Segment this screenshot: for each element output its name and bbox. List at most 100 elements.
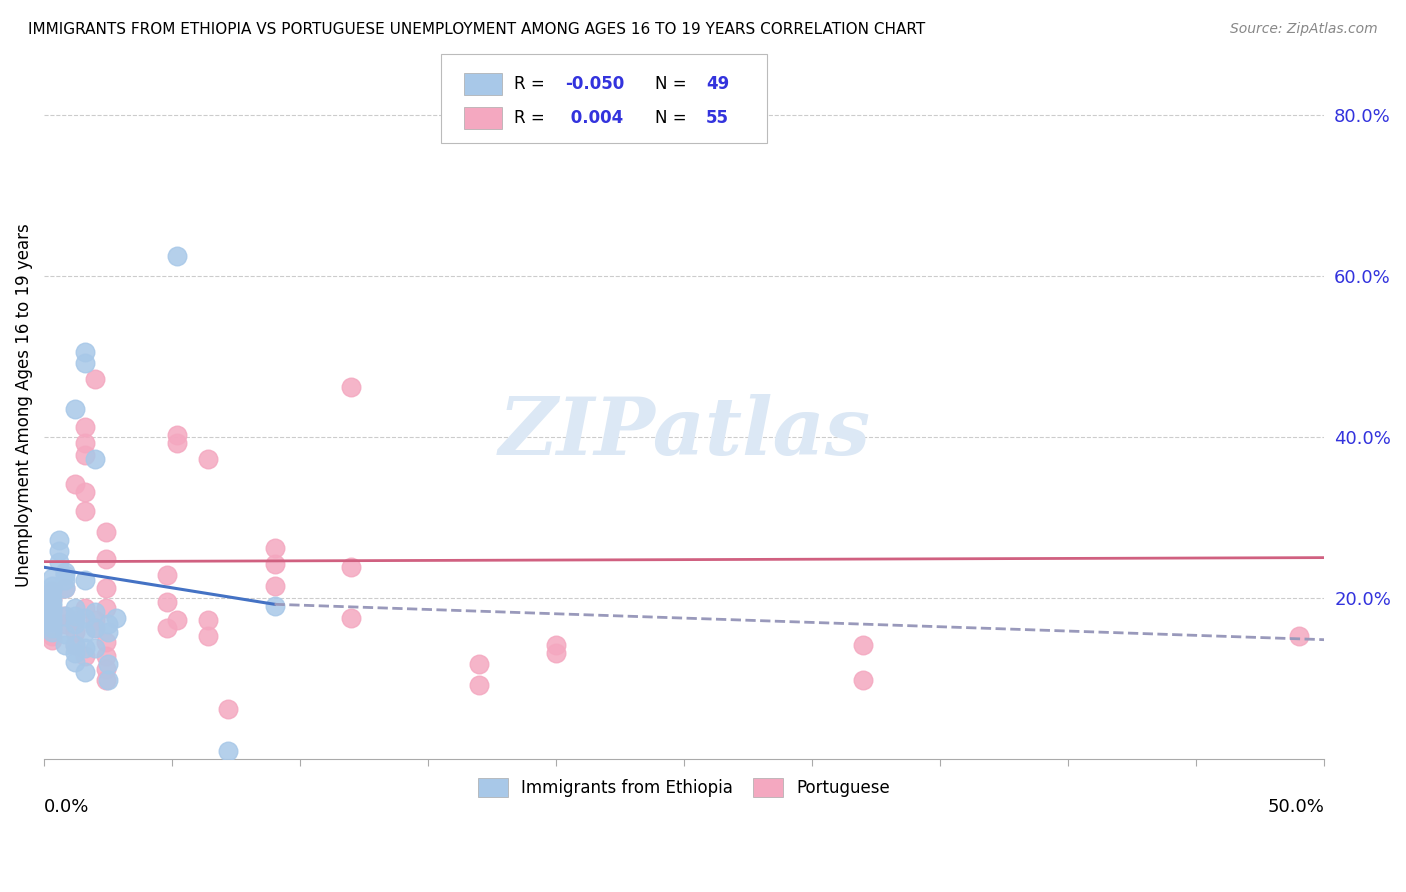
- Point: [94, 581, 117, 595]
- FancyBboxPatch shape: [464, 107, 502, 128]
- Point: [197, 452, 219, 467]
- Point: [75, 624, 97, 639]
- Point: [84, 622, 107, 636]
- Legend: Immigrants from Ethiopia, Portuguese: Immigrants from Ethiopia, Portuguese: [471, 771, 897, 804]
- Point: [852, 673, 875, 687]
- Point: [63, 476, 86, 491]
- Point: [104, 611, 127, 625]
- Point: [166, 613, 188, 627]
- Point: [217, 744, 239, 758]
- Point: [97, 624, 120, 639]
- Point: [263, 579, 285, 593]
- Point: [41, 579, 63, 593]
- FancyBboxPatch shape: [464, 73, 502, 95]
- Point: [75, 345, 97, 359]
- Point: [63, 600, 86, 615]
- Point: [48, 555, 70, 569]
- Point: [97, 657, 120, 671]
- Point: [75, 611, 97, 625]
- Point: [217, 702, 239, 716]
- Point: [94, 552, 117, 566]
- Point: [41, 632, 63, 647]
- Point: [340, 611, 363, 625]
- Point: [166, 436, 188, 450]
- Point: [41, 611, 63, 625]
- Text: -0.050: -0.050: [565, 75, 624, 93]
- Point: [468, 657, 491, 671]
- Point: [84, 605, 107, 619]
- Point: [340, 380, 363, 394]
- Point: [41, 599, 63, 613]
- FancyBboxPatch shape: [441, 54, 768, 143]
- Point: [75, 420, 97, 434]
- Point: [75, 648, 97, 663]
- Point: [41, 603, 63, 617]
- Point: [84, 640, 107, 655]
- Point: [263, 557, 285, 571]
- Point: [41, 624, 63, 639]
- Point: [84, 622, 107, 636]
- Point: [156, 595, 179, 609]
- Point: [468, 678, 491, 692]
- Point: [546, 646, 568, 660]
- Point: [63, 608, 86, 623]
- Point: [197, 630, 219, 644]
- Point: [53, 638, 76, 652]
- Point: [41, 592, 63, 607]
- Point: [263, 599, 285, 613]
- Point: [63, 616, 86, 631]
- Point: [53, 581, 76, 595]
- Point: [63, 638, 86, 652]
- Point: [75, 356, 97, 370]
- Point: [97, 616, 120, 631]
- Point: [97, 673, 120, 687]
- Point: [63, 646, 86, 660]
- Point: [53, 608, 76, 623]
- Point: [53, 568, 76, 582]
- Text: R =: R =: [515, 75, 550, 93]
- Point: [75, 448, 97, 462]
- Point: [53, 608, 76, 623]
- Point: [1288, 630, 1310, 644]
- Point: [63, 655, 86, 669]
- Point: [166, 428, 188, 442]
- Point: [75, 436, 97, 450]
- Text: 50.0%: 50.0%: [1268, 797, 1324, 815]
- Point: [63, 613, 86, 627]
- Text: N =: N =: [655, 109, 692, 127]
- Point: [53, 627, 76, 641]
- Point: [340, 560, 363, 574]
- Point: [41, 591, 63, 605]
- Point: [48, 533, 70, 547]
- Y-axis label: Unemployment Among Ages 16 to 19 years: Unemployment Among Ages 16 to 19 years: [15, 223, 32, 587]
- Text: N =: N =: [655, 75, 692, 93]
- Point: [41, 615, 63, 629]
- Text: Source: ZipAtlas.com: Source: ZipAtlas.com: [1230, 22, 1378, 37]
- Point: [75, 573, 97, 587]
- Point: [197, 613, 219, 627]
- Point: [63, 401, 86, 416]
- Point: [48, 544, 70, 558]
- Point: [156, 622, 179, 636]
- Point: [41, 622, 63, 636]
- Point: [41, 630, 63, 644]
- Text: 49: 49: [706, 75, 730, 93]
- Point: [41, 582, 63, 597]
- Point: [166, 249, 188, 263]
- Point: [75, 640, 97, 655]
- Point: [41, 622, 63, 636]
- Point: [41, 605, 63, 619]
- Point: [852, 638, 875, 652]
- Point: [63, 638, 86, 652]
- Point: [263, 541, 285, 555]
- Point: [41, 613, 63, 627]
- Point: [53, 565, 76, 579]
- Text: 0.004: 0.004: [565, 109, 623, 127]
- Point: [84, 613, 107, 627]
- Point: [53, 616, 76, 631]
- Point: [53, 581, 76, 595]
- Point: [41, 584, 63, 599]
- Text: IMMIGRANTS FROM ETHIOPIA VS PORTUGUESE UNEMPLOYMENT AMONG AGES 16 TO 19 YEARS CO: IMMIGRANTS FROM ETHIOPIA VS PORTUGUESE U…: [28, 22, 925, 37]
- Point: [156, 568, 179, 582]
- Point: [84, 372, 107, 386]
